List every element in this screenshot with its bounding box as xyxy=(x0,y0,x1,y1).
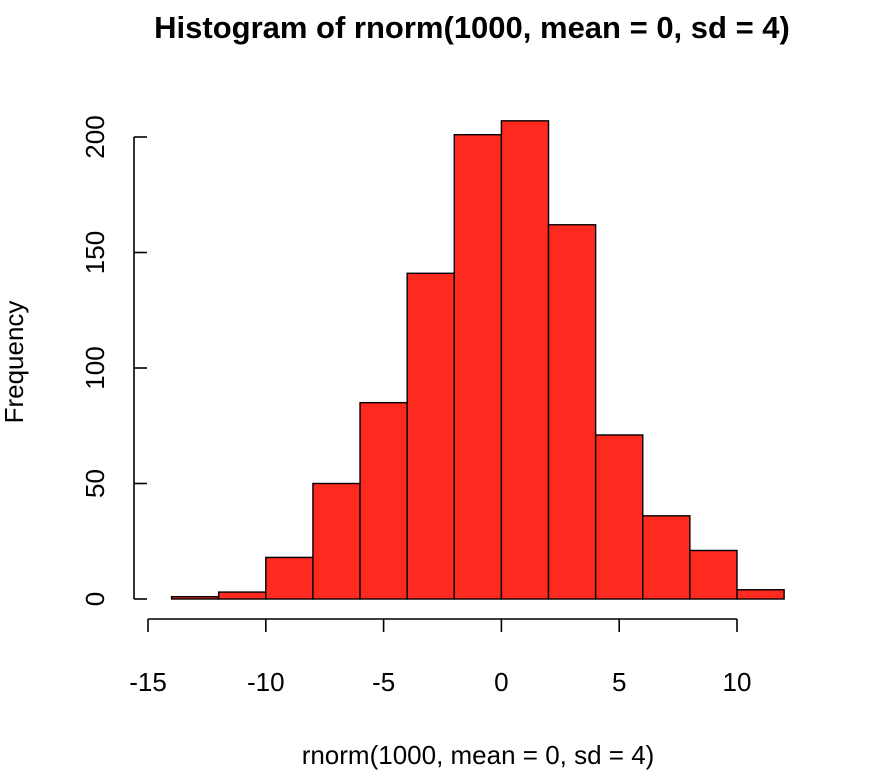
y-axis-label: Frequency xyxy=(0,301,29,424)
x-tick-label-3: 0 xyxy=(494,667,508,697)
histogram-bar-4 xyxy=(359,401,408,600)
histogram-bar-11 xyxy=(689,549,738,600)
histogram-bar-6 xyxy=(453,133,503,600)
y-tick-label-0: 0 xyxy=(80,592,110,606)
y-tick-label-4: 200 xyxy=(80,115,110,158)
x-axis-label: rnorm(1000, mean = 0, sd = 4) xyxy=(302,740,655,770)
y-tick-label-1: 50 xyxy=(80,469,110,498)
histogram-bar-1 xyxy=(217,591,267,600)
x-tick-label-0: -15 xyxy=(129,667,167,697)
histogram-bar-7 xyxy=(500,120,550,600)
x-tick-label-2: -5 xyxy=(372,667,395,697)
histogram-bar-0 xyxy=(170,595,220,600)
y-axis: 0 50 100 150 200 xyxy=(80,115,147,606)
histogram-bar-3 xyxy=(312,482,361,600)
x-tick-label-1: -10 xyxy=(247,667,285,697)
bars-group xyxy=(170,120,785,600)
x-tick-label-5: 10 xyxy=(723,667,752,697)
histogram-bar-8 xyxy=(547,224,597,600)
x-tick-label-4: 5 xyxy=(612,667,626,697)
y-tick-label-2: 100 xyxy=(80,346,110,389)
histogram-bar-9 xyxy=(594,434,644,600)
x-axis: -15 -10 -5 0 5 10 xyxy=(129,618,752,697)
histogram-bar-2 xyxy=(265,556,314,600)
histogram-bar-10 xyxy=(642,515,691,600)
histogram-bar-12 xyxy=(736,589,785,600)
y-tick-label-3: 150 xyxy=(80,231,110,274)
chart-title: Histogram of rnorm(1000, mean = 0, sd = … xyxy=(154,10,790,45)
histogram-bar-5 xyxy=(406,272,455,600)
